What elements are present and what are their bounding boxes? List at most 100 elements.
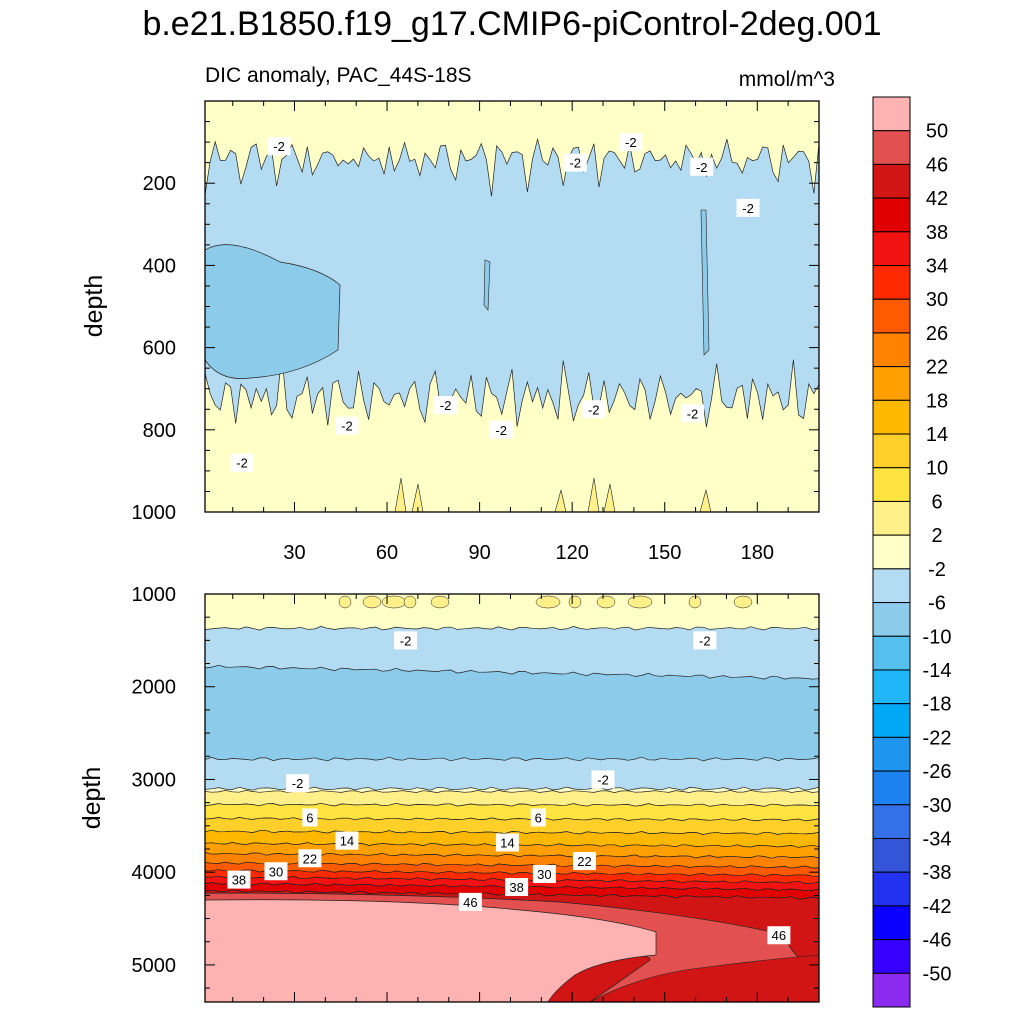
colorbar-swatch [872, 298, 911, 334]
contour-label: 46 [458, 892, 482, 911]
y-tick-label: 4000 [132, 862, 177, 884]
colorbar: 50 46 42 38 34 30 26 22 18 14 10 6 2 -2 -6 -10 -14 -18 -22… [872, 96, 952, 1008]
contour-label: -2 [267, 137, 291, 156]
contour-label: 14 [495, 833, 519, 852]
colorbar-swatch [872, 939, 911, 974]
colorbar-label: -30 [923, 795, 952, 817]
colorbar-label: 14 [926, 424, 948, 446]
colorbar-swatch [872, 332, 911, 368]
lower-axes: 1000 2000 3000 4000 5000 [132, 584, 820, 1002]
colorbar-swatch [872, 568, 911, 604]
panel-units-string: mmol/m^3 [739, 68, 835, 91]
upper-warm-spike [587, 477, 600, 512]
contour-label: -2 [230, 453, 254, 472]
x-tick-label: 30 [283, 542, 305, 564]
upper-ylabel: depth [80, 275, 108, 338]
colorbar-label: -18 [923, 694, 952, 716]
y-tick-label: 2000 [132, 677, 177, 699]
colorbar-swatch [872, 399, 911, 435]
contour-label: 14 [335, 831, 359, 850]
colorbar-swatch [872, 635, 911, 671]
lower-panel: -2 -2 -2 -2 6 6 14 14 22 22 30 30 38 38 46 46 1000 2000 3… [78, 584, 820, 1003]
colorbar-swatch [872, 770, 911, 806]
colorbar-swatch [872, 837, 911, 873]
lower-plot-frame [204, 593, 820, 1003]
colorbar-label: 18 [926, 390, 948, 412]
colorbar-swatch [872, 197, 911, 233]
colorbar-swatch [872, 500, 911, 536]
y-tick-label: 600 [143, 338, 176, 360]
svg-text:46: 46 [463, 895, 477, 910]
contour-label: 38 [227, 870, 251, 889]
colorbar-label: -26 [923, 761, 952, 783]
contour-label: 30 [532, 865, 556, 884]
svg-text:-2: -2 [625, 135, 637, 150]
contour-label: -2 [394, 631, 418, 650]
colorbar-swatch [872, 905, 911, 941]
lower-warm-blob [568, 595, 582, 609]
colorbar-label: -50 [923, 963, 952, 985]
lower-ylabel: depth [78, 767, 106, 830]
lower-warm-blob [535, 595, 561, 609]
lower-band-50 [205, 899, 657, 1002]
svg-text:-2: -2 [495, 423, 507, 438]
svg-text:-2: -2 [400, 633, 412, 648]
colorbar-label: -38 [923, 862, 952, 884]
contour-label: 6 [530, 808, 546, 827]
contour-label: -2 [582, 400, 606, 419]
colorbar-label: -14 [923, 660, 952, 682]
lower-contour-labels: -2 -2 -2 -2 6 6 14 14 22 22 30 30 38 38 46 46 [227, 631, 791, 945]
contour-label: -2 [591, 770, 615, 789]
y-tick-label: 400 [143, 255, 176, 277]
contour-label: -2 [489, 420, 513, 439]
contour-label: -2 [693, 631, 717, 650]
contour-label: -2 [434, 396, 458, 415]
colorbar-swatch [872, 804, 911, 839]
svg-text:46: 46 [772, 928, 786, 943]
colorbar-label: 50 [926, 121, 948, 143]
lower-warm-blob [381, 595, 407, 609]
lower-warm-blob [688, 595, 702, 609]
colorbar-swatch [872, 669, 911, 705]
lower-warm-blob [362, 595, 382, 609]
svg-text:14: 14 [340, 834, 354, 849]
colorbar-label: -46 [923, 930, 952, 952]
contour-label: -2 [563, 153, 587, 172]
contour-label: -2 [690, 157, 714, 176]
svg-text:38: 38 [232, 873, 246, 888]
svg-text:-2: -2 [742, 201, 754, 216]
lower-warm-blob [338, 595, 352, 609]
x-tick-label: 60 [376, 542, 398, 564]
svg-text:-2: -2 [440, 398, 452, 413]
upper-negative-band [205, 138, 819, 428]
colorbar-label: 38 [926, 222, 948, 244]
svg-text:-2: -2 [597, 772, 609, 787]
contour-label: -2 [286, 774, 310, 793]
panel-left-string: DIC anomaly, PAC_44S-18S [205, 64, 472, 87]
svg-text:-2: -2 [273, 139, 285, 154]
contour-label: 46 [767, 926, 791, 945]
colorbar-swatch [872, 703, 911, 738]
lower-warm-blob [430, 595, 450, 609]
colorbar-label: 6 [931, 491, 942, 513]
colorbar-label: 30 [926, 289, 948, 311]
lower-warm-blob [596, 595, 616, 609]
y-tick-label: 200 [143, 173, 176, 195]
y-tick-label: 1000 [132, 584, 177, 606]
upper-blob-deep [205, 244, 341, 379]
colorbar-swatch [872, 972, 911, 1008]
colorbar-label: 34 [926, 256, 948, 278]
colorbar-label: -34 [923, 828, 952, 850]
colorbar-label: 2 [931, 525, 942, 547]
lower-warm-blob [733, 595, 753, 609]
contour-label: 22 [573, 852, 597, 871]
upper-streak-1 [700, 209, 710, 356]
contour-label: 38 [505, 878, 529, 897]
upper-warm-spike [394, 477, 407, 512]
lower-band-42-right [589, 954, 819, 1002]
colorbar-label: -10 [923, 626, 952, 648]
colorbar-swatch [872, 265, 911, 300]
colorbar-swatch [872, 534, 911, 570]
colorbar-swatch [872, 602, 911, 637]
